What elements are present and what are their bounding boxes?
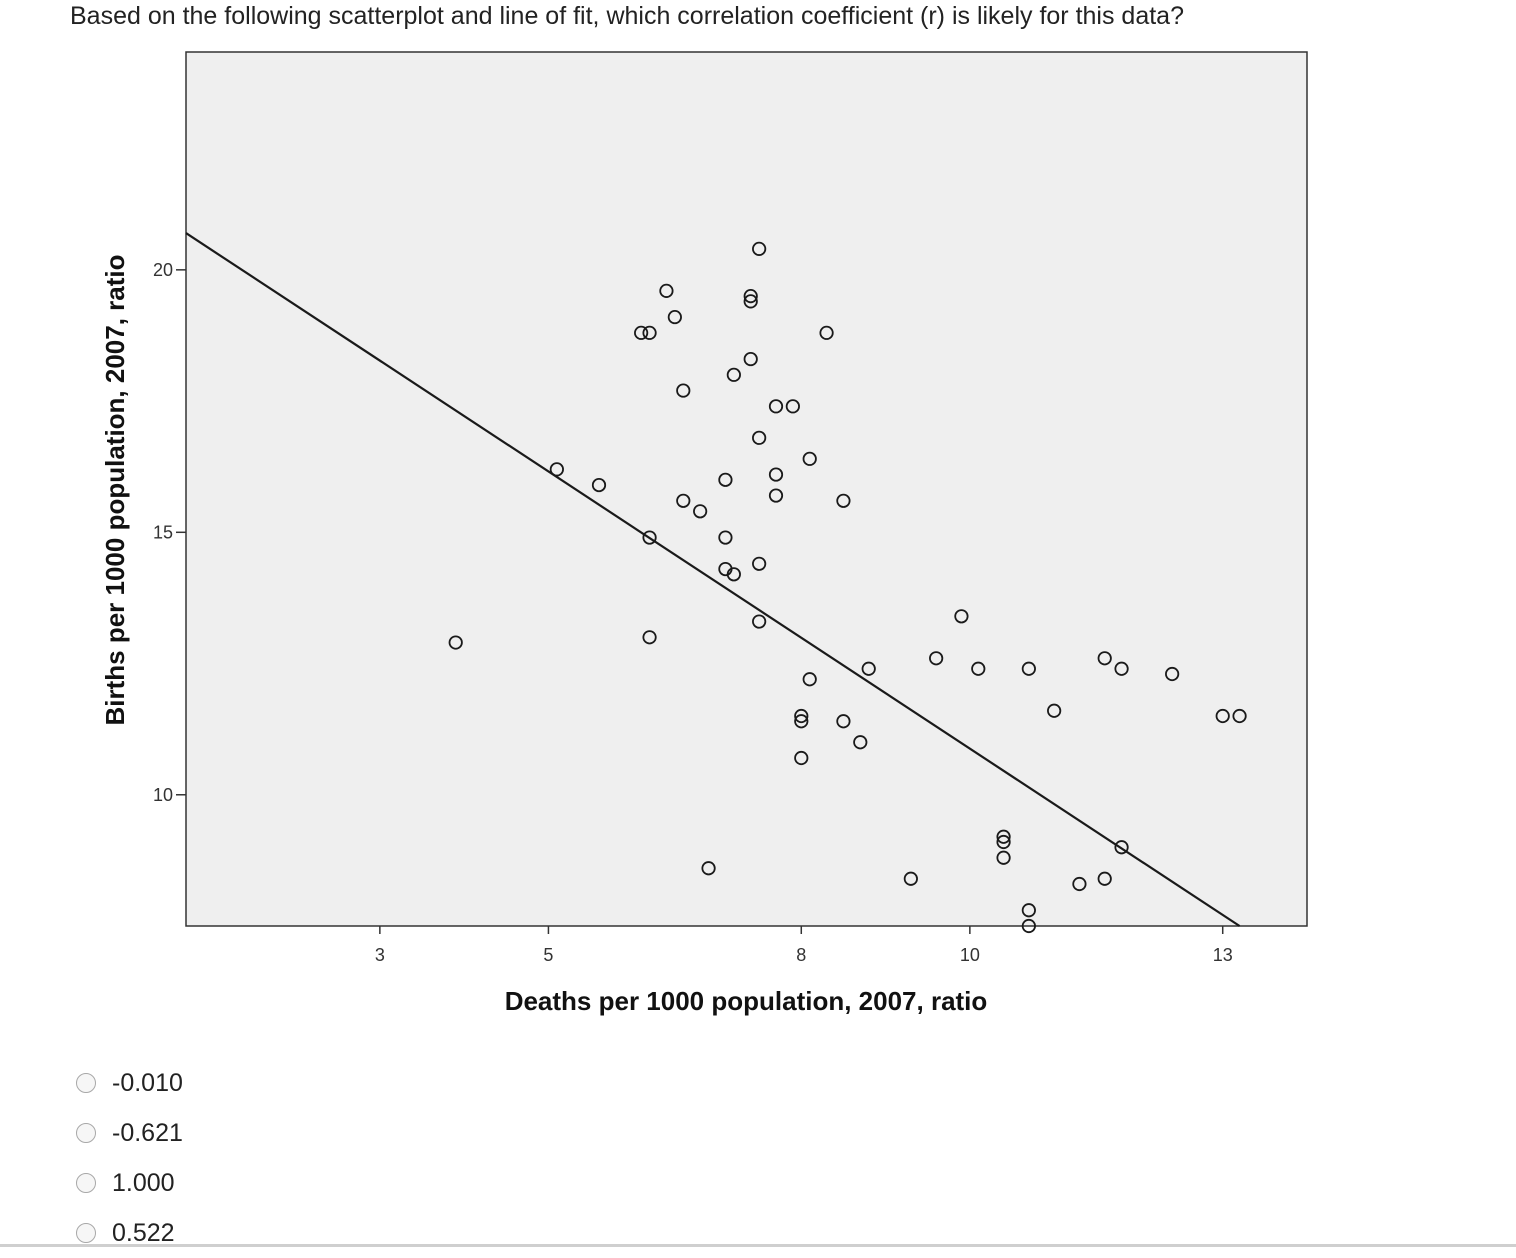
data-point bbox=[802, 451, 817, 466]
option-label: 0.522 bbox=[112, 1218, 175, 1247]
data-point bbox=[693, 504, 708, 519]
data-point bbox=[794, 750, 809, 766]
x-tick-label: 13 bbox=[1213, 945, 1233, 965]
option-4[interactable]: 0.522 bbox=[76, 1208, 183, 1258]
data-point bbox=[802, 672, 817, 687]
data-point bbox=[996, 850, 1011, 865]
data-point bbox=[903, 871, 918, 886]
data-point bbox=[726, 567, 741, 582]
data-point bbox=[836, 493, 851, 508]
data-point bbox=[1021, 918, 1036, 934]
data-point bbox=[642, 530, 657, 545]
data-point bbox=[1072, 876, 1087, 892]
data-point bbox=[718, 472, 733, 487]
data-point bbox=[768, 488, 784, 503]
plot-area bbox=[185, 51, 1308, 927]
data-point bbox=[642, 325, 657, 340]
data-point bbox=[1097, 871, 1112, 886]
option-label: -0.010 bbox=[112, 1068, 183, 1097]
y-tick-label: 20 bbox=[153, 260, 173, 280]
radio-button[interactable] bbox=[76, 1223, 96, 1243]
data-point bbox=[861, 661, 876, 676]
option-3[interactable]: 1.000 bbox=[76, 1158, 183, 1208]
data-point bbox=[718, 530, 733, 545]
data-point bbox=[929, 651, 944, 666]
option-label: -0.621 bbox=[112, 1118, 183, 1147]
data-point bbox=[743, 294, 758, 309]
data-point bbox=[448, 635, 463, 650]
data-point bbox=[726, 367, 741, 382]
answer-options: -0.010 -0.621 1.000 0.522 bbox=[76, 1058, 183, 1258]
data-point bbox=[659, 283, 674, 298]
data-point bbox=[1114, 840, 1129, 855]
data-point bbox=[752, 556, 767, 571]
data-point bbox=[676, 383, 691, 398]
data-point bbox=[752, 241, 767, 256]
data-point bbox=[634, 325, 649, 340]
data-point bbox=[853, 735, 868, 750]
data-point bbox=[752, 614, 767, 629]
option-1[interactable]: -0.010 bbox=[76, 1058, 183, 1108]
data-point bbox=[701, 861, 716, 876]
x-axis-label: Deaths per 1000 population, 2007, ratio bbox=[505, 986, 988, 1016]
x-tick-label: 10 bbox=[960, 945, 980, 965]
data-point bbox=[836, 714, 851, 729]
data-point bbox=[794, 714, 809, 729]
data-point bbox=[591, 477, 607, 493]
data-point bbox=[676, 493, 691, 508]
data-point bbox=[954, 609, 969, 624]
data-point bbox=[743, 351, 758, 367]
data-point bbox=[1232, 708, 1247, 724]
data-point bbox=[1114, 661, 1129, 676]
data-point bbox=[1047, 703, 1062, 718]
fit-line bbox=[185, 232, 1241, 927]
option-label: 1.000 bbox=[112, 1168, 175, 1197]
data-point bbox=[1021, 661, 1036, 676]
data-point bbox=[1165, 666, 1180, 682]
data-point bbox=[768, 399, 784, 414]
data-point bbox=[743, 288, 758, 304]
data-point bbox=[996, 834, 1011, 850]
option-2[interactable]: -0.621 bbox=[76, 1108, 183, 1158]
data-point bbox=[1215, 708, 1230, 724]
data-point bbox=[768, 467, 784, 482]
data-point bbox=[752, 430, 767, 445]
x-tick-label: 8 bbox=[796, 945, 806, 965]
data-point bbox=[549, 462, 564, 477]
data-point bbox=[996, 829, 1011, 844]
question-text: Based on the following scatterplot and l… bbox=[70, 2, 1184, 30]
data-point bbox=[1021, 903, 1036, 918]
data-point bbox=[667, 309, 682, 325]
y-tick-label: 15 bbox=[153, 522, 173, 542]
radio-button[interactable] bbox=[76, 1073, 96, 1093]
radio-button[interactable] bbox=[76, 1173, 96, 1193]
radio-button[interactable] bbox=[76, 1123, 96, 1143]
scatterplot-chart: 3 5 8 10 13 10 15 20 Deaths per 1000 populatio… bbox=[100, 51, 1308, 1016]
y-tick-label: 10 bbox=[153, 785, 173, 805]
data-point bbox=[1097, 651, 1112, 666]
data-point bbox=[785, 399, 800, 414]
x-tick-label: 3 bbox=[375, 945, 385, 965]
data-point bbox=[794, 708, 809, 724]
x-tick-label: 5 bbox=[543, 945, 553, 965]
y-axis-label: Births per 1000 population, 2007, ratio bbox=[100, 254, 130, 725]
data-point bbox=[819, 325, 834, 340]
bottom-divider bbox=[0, 1244, 1516, 1247]
data-point bbox=[971, 661, 986, 676]
data-point bbox=[642, 630, 657, 645]
